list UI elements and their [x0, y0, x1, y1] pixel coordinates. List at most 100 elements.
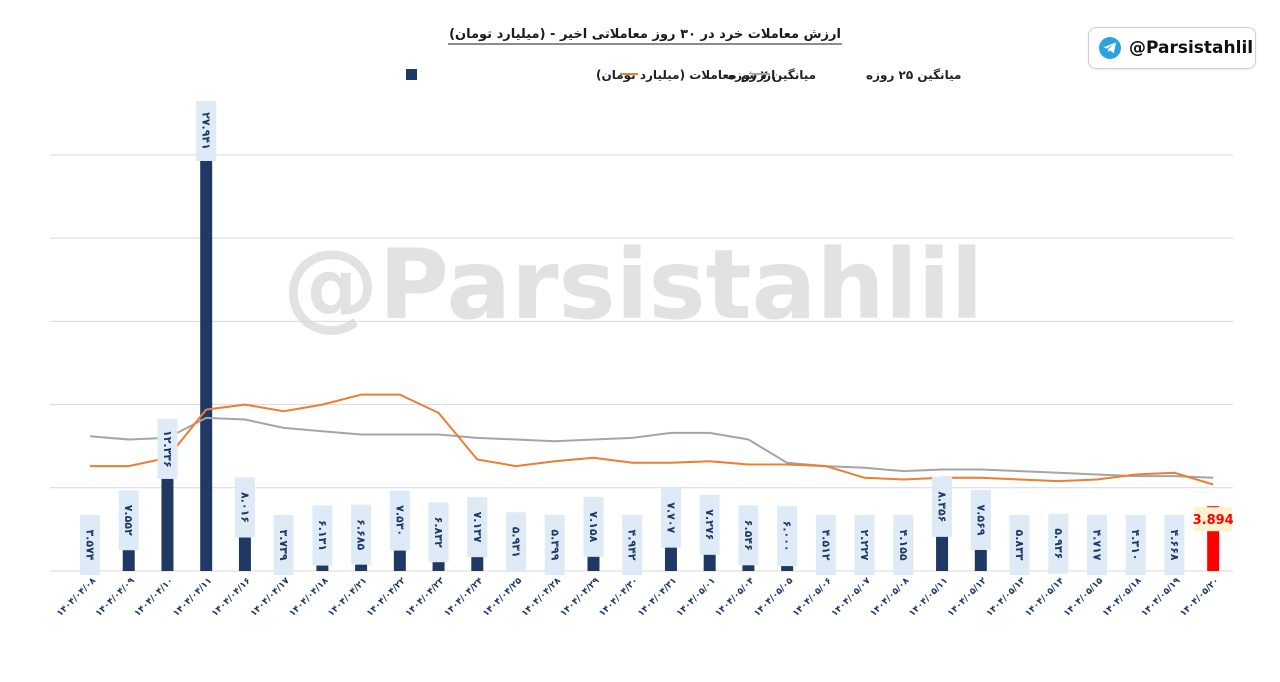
- legend-label-ma7: میانگین ۷ روزه: [728, 68, 816, 83]
- data-label-latest-text: 3.894: [1193, 513, 1234, 528]
- data-label: ۷.۵۵۲: [118, 490, 139, 551]
- x-tick-label: ۱۴۰۴/۰۵/۰۱: [675, 576, 718, 619]
- data-label: ۷.۱۵۸: [583, 496, 604, 557]
- data-label-text: ۶.۰۰۰: [781, 521, 794, 552]
- legend-item-ma7: میانگین ۷ روزه: [620, 68, 816, 83]
- x-tick-label: ۱۴۰۴/۰۵/۱۵: [1062, 576, 1105, 619]
- data-label-bg: [118, 490, 139, 551]
- data-label-bg: [1086, 515, 1107, 575]
- data-label-bg: [389, 490, 410, 551]
- bar: [200, 105, 213, 571]
- data-label-text: ۷.۵۵۲: [122, 505, 135, 536]
- data-label-bg: [234, 477, 255, 538]
- x-tick-label: ۱۴۰۴/۰۴/۲۵: [481, 576, 524, 619]
- data-label-text: ۷.۲۷۶: [703, 509, 716, 540]
- data-label-text: ۵.۹۳۶: [1052, 528, 1065, 559]
- data-label-latest-bg: [1194, 507, 1233, 532]
- channel-handle-badge[interactable]: @Parsistahlil: [1088, 27, 1256, 69]
- data-label: ۴.۹۴۲: [622, 515, 643, 575]
- data-label-bg: [312, 505, 333, 566]
- data-label-bg: [80, 515, 100, 575]
- data-label-bg: [815, 515, 836, 575]
- x-tick-label: ۱۴۰۴/۰۴/۲۴: [443, 576, 486, 619]
- data-label-text: ۷.۱۳۷: [471, 512, 484, 543]
- data-label-text: ۳.۵۷۴: [84, 529, 97, 560]
- data-label-text: ۶.۸۳۲: [432, 517, 445, 548]
- data-label-text: ۴.۷۱۷: [1091, 529, 1104, 560]
- x-tick-label: ۱۴۰۴/۰۴/۱۶: [210, 576, 253, 619]
- data-label-bg: [893, 515, 914, 575]
- ma25-line: [89, 416, 1214, 479]
- x-tick-label: ۱۴۰۴/۰۴/۳۰: [598, 576, 641, 619]
- x-tick-label: ۱۴۰۴/۰۴/۲۸: [520, 576, 563, 619]
- data-label-text: ۷.۵۳۰: [393, 505, 406, 536]
- chart-title-group: ارزش معاملات خرد در ۳۰ روز معاملاتی اخیر…: [448, 27, 842, 45]
- x-tick-label: ۱۴۰۴/۰۵/۱۲: [946, 576, 989, 619]
- moving-average-lines: [89, 393, 1214, 486]
- data-label: ۵.۹۳۱: [506, 512, 527, 573]
- x-tick-label: ۱۴۰۴/۰۴/۱۰: [133, 576, 176, 619]
- data-label-bg: [777, 506, 798, 567]
- data-label-bg: [738, 505, 759, 566]
- watermark: @Parsistahlil: [283, 229, 984, 341]
- data-label: ۴.۵۱۲: [815, 515, 836, 575]
- data-label-text: ۸.۰۱۶: [238, 492, 251, 523]
- x-tick-label: ۱۴۰۴/۰۴/۱۷: [249, 576, 292, 619]
- data-label: ۶.۵۴۶: [738, 505, 759, 566]
- x-tick-label: ۱۴۰۴/۰۴/۲۲: [365, 576, 408, 619]
- data-label: ۶.۶۸۵: [351, 504, 372, 565]
- data-label-text: ۳.۷۳۹: [277, 530, 290, 561]
- data-label-text: ۴.۱۵۵: [897, 530, 910, 561]
- data-label-bg: [157, 418, 178, 479]
- data-label-bg: [622, 515, 643, 575]
- data-label: ۵.۸۳۳: [1009, 515, 1030, 575]
- data-label: ۲.۲۲۷: [854, 515, 875, 575]
- data-label-text: ۶.۱۳۱: [316, 520, 329, 551]
- data-label-bg: [196, 100, 217, 161]
- data-label-bg: [970, 489, 991, 550]
- chart-title: ارزش معاملات خرد در ۳۰ روز معاملاتی اخیر…: [449, 27, 841, 42]
- data-label: ۱۲.۳۳۶: [157, 418, 178, 479]
- data-label-text: ۴.۹۴۲: [626, 529, 639, 560]
- data-label-text: ۶.۵۴۶: [742, 520, 755, 551]
- data-label: ۷.۵۳۰: [389, 490, 410, 551]
- data-label-bg: [932, 476, 953, 537]
- x-tick-label: ۱۴۰۴/۰۴/۳۱: [636, 576, 679, 619]
- telegram-icon: [1099, 37, 1121, 59]
- legend-item-bars: ارزش معاملات (میلیارد تومان): [406, 68, 775, 83]
- x-tick-label: ۱۴۰۴/۰۵/۰۴: [714, 576, 757, 619]
- data-label-text: ۷.۷۰۷: [664, 502, 677, 533]
- legend: ارزش معاملات (میلیارد تومان)میانگین ۷ رو…: [406, 68, 961, 83]
- data-label: ۴.۶۶۸: [1164, 515, 1185, 575]
- data-label-bg: [428, 502, 449, 563]
- x-tick-label: ۱۴۰۴/۰۴/۰۹: [94, 576, 137, 619]
- x-tick-label: ۱۴۰۴/۰۵/۰۷: [830, 576, 873, 619]
- legend-label-bars: ارزش معاملات (میلیارد تومان): [596, 68, 775, 83]
- data-label: ۸.۳۵۶: [932, 476, 953, 537]
- x-axis-ticks: ۱۴۰۴/۰۴/۰۸۱۴۰۴/۰۴/۰۹۱۴۰۴/۰۴/۱۰۱۴۰۴/۰۴/۱۱…: [55, 576, 1221, 619]
- data-label: ۴.۷۱۷: [1086, 515, 1107, 575]
- x-tick-label: ۱۴۰۴/۰۵/۱۳: [985, 576, 1028, 619]
- data-label: ۷.۷۰۷: [660, 487, 681, 548]
- data-label: ۷.۱۳۷: [467, 497, 488, 558]
- data-label: ۳.۵۷۴: [80, 515, 100, 575]
- data-label-text: ۵.۹۳۱: [509, 527, 522, 558]
- data-labels: ۳.۵۷۴ ۷.۵۵۲ ۱۲.۳۳۶ ۲۷.۹۴۱ ۸.۰۱۶ ۳.۷۳۹ ۶.۱۳۱ ۶.۶…: [80, 100, 1234, 575]
- data-label-bg: [1009, 515, 1030, 575]
- x-tick-label: ۱۴۰۴/۰۵/۱۹: [1140, 576, 1183, 619]
- data-label-bg: [544, 515, 565, 575]
- ma7-line: [90, 393, 1214, 486]
- x-tick-label: ۱۴۰۴/۰۴/۱۸: [288, 576, 331, 619]
- data-label-text: ۵.۳۹۹: [548, 529, 561, 560]
- data-label-text: ۶.۶۸۵: [355, 519, 368, 550]
- data-label: ۳.۷۳۹: [273, 515, 294, 575]
- x-tick-label: ۱۴۰۴/۰۵/۰۶: [791, 576, 834, 619]
- legend-item-ma25: میانگین ۲۵ روزه: [752, 68, 961, 83]
- data-label-text: ۴.۵۱۲: [819, 529, 832, 560]
- x-tick-label: ۱۴۰۴/۰۵/۱۱: [907, 576, 950, 619]
- x-tick-label: ۱۴۰۴/۰۵/۱۸: [1101, 576, 1144, 619]
- data-label: ۸.۰۱۶: [234, 477, 255, 538]
- gridlines: [50, 154, 1233, 572]
